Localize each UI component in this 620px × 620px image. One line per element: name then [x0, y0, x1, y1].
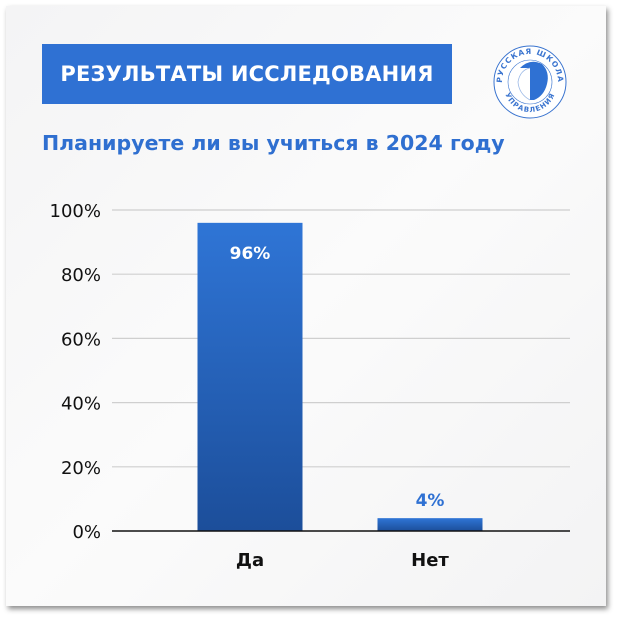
bar — [377, 518, 483, 531]
y-tick-label: 40% — [61, 394, 101, 415]
x-tick-label: Да — [236, 550, 264, 571]
y-tick-label: 20% — [61, 458, 101, 479]
y-tick-label: 80% — [61, 265, 101, 286]
page-banner: РЕЗУЛЬТАТЫ ИССЛЕДОВАНИЯ — [42, 44, 452, 104]
data-label: 4% — [416, 491, 445, 511]
bar — [197, 222, 303, 531]
y-tick-label: 100% — [50, 201, 101, 222]
y-tick-label: 60% — [61, 329, 101, 350]
chart-title: Планируете ли вы учиться в 2024 году — [42, 131, 505, 155]
school-logo: РУССКАЯ ШКОЛА УПРАВЛЕНИЯ — [493, 45, 567, 119]
x-tick-label: Нет — [411, 550, 449, 571]
data-label: 96% — [230, 244, 271, 264]
y-tick-label: 0% — [72, 522, 101, 543]
